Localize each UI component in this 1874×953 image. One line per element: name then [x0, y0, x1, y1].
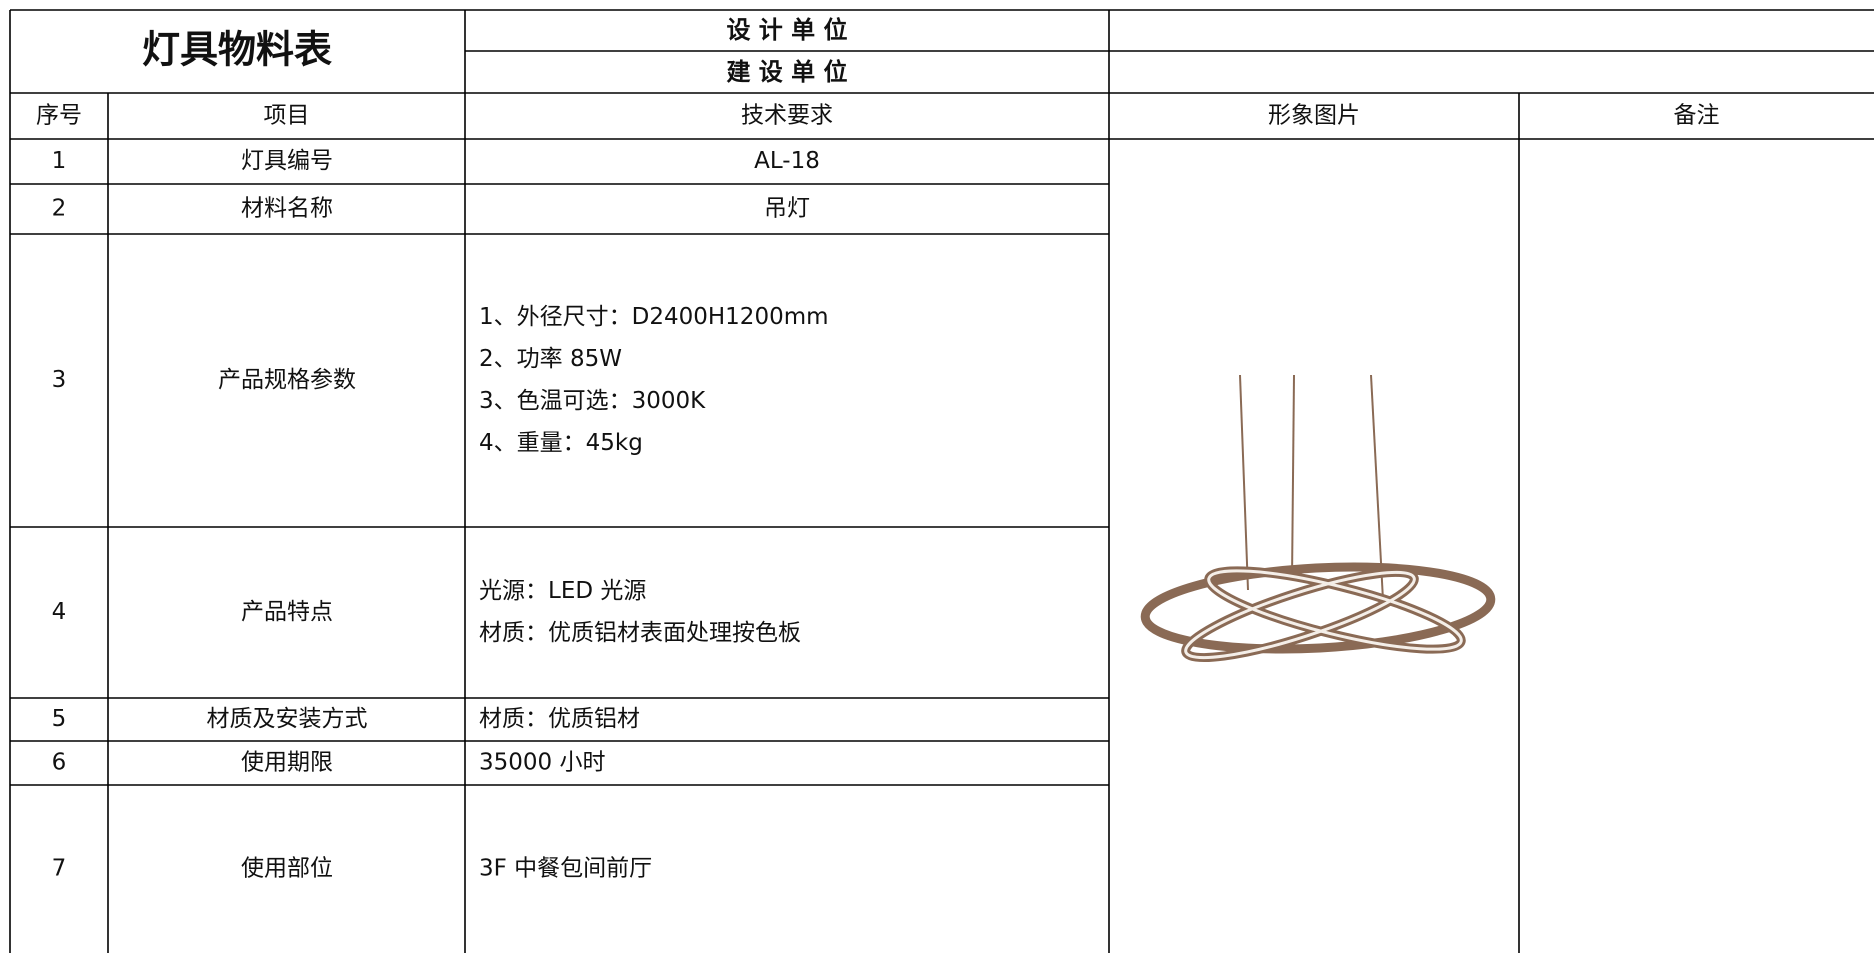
- row-number: 7: [52, 856, 67, 882]
- row-item: 使用期限: [241, 750, 333, 776]
- row-number: 1: [52, 148, 67, 174]
- row-spec: 4、重量：45kg: [479, 430, 643, 456]
- construction-unit: 建 设 单 位: [726, 58, 847, 86]
- row-number: 2: [52, 196, 67, 222]
- row-number: 4: [52, 599, 67, 625]
- row-spec: 材质：优质铝材表面处理按色板: [479, 620, 801, 646]
- column-header: 形象图片: [1268, 103, 1360, 129]
- row-spec: 3F 中餐包间前厅: [479, 856, 652, 882]
- column-header: 技术要求: [741, 103, 833, 129]
- row-spec: 吊灯: [764, 196, 810, 222]
- column-header: 备注: [1674, 103, 1720, 129]
- row-spec: 3、色温可选：3000K: [479, 388, 706, 414]
- row-number: 3: [52, 367, 67, 393]
- table-grid: [9, 9, 1874, 953]
- row-spec: 35000 小时: [479, 750, 605, 776]
- row-item: 产品特点: [241, 599, 333, 625]
- row-number: 6: [52, 750, 67, 776]
- sheet-title: 灯具物料表: [142, 28, 332, 72]
- row-number: 5: [52, 706, 67, 732]
- row-item: 使用部位: [241, 856, 333, 882]
- row-spec: 1、外径尺寸：D2400H1200mm: [479, 304, 829, 330]
- row-spec: 2、功率 85W: [479, 346, 622, 372]
- row-item: 产品规格参数: [218, 367, 356, 393]
- row-item: 材质及安装方式: [207, 706, 368, 732]
- row-item: 灯具编号: [241, 148, 333, 174]
- row-spec: 材质：优质铝材: [479, 706, 640, 732]
- design-unit: 设 计 单 位: [726, 16, 847, 44]
- row-spec: AL-18: [754, 148, 820, 174]
- column-header: 序号: [36, 103, 82, 129]
- lamp-image: [1140, 374, 1496, 663]
- row-item: 材料名称: [241, 196, 333, 222]
- row-spec: 光源：LED 光源: [479, 578, 646, 604]
- column-header: 项目: [264, 103, 310, 129]
